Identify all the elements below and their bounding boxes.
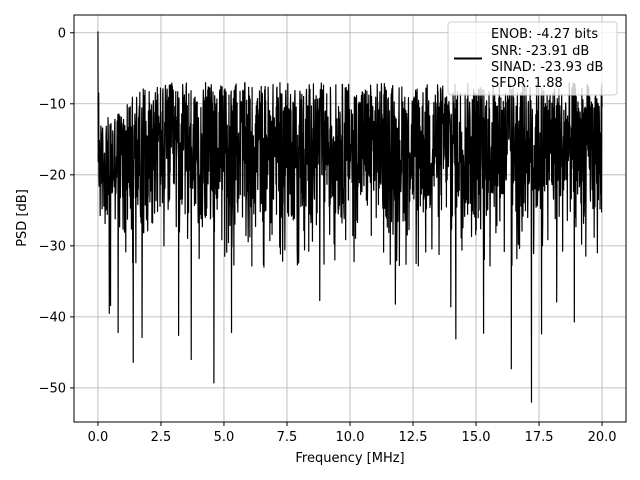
- y-tick-label: −30: [39, 239, 66, 254]
- y-axis-label: PSD [dB]: [15, 189, 30, 247]
- legend-box: [447, 21, 618, 96]
- x-tick-label: 17.5: [525, 430, 554, 445]
- y-tick-label: −50: [39, 381, 66, 396]
- x-ticks: 0.0 2.5 5.0 7.5 10.0 12.5 15.0 17.5 20.0: [88, 422, 617, 445]
- y-tick-label: −20: [39, 168, 66, 183]
- legend-line-snr: SNR: -23.91 dB: [491, 44, 589, 59]
- x-tick-label: 2.5: [151, 430, 172, 445]
- legend-line-sinad: SINAD: -23.93 dB: [491, 60, 603, 75]
- x-tick-label: 5.0: [214, 430, 235, 445]
- x-axis-label: Frequency [MHz]: [295, 451, 404, 466]
- legend: ENOB: -4.27 bits SNR: -23.91 dB SINAD: -…: [447, 21, 618, 96]
- legend-line-enob: ENOB: -4.27 bits: [491, 27, 598, 42]
- x-tick-label: 10.0: [336, 430, 365, 445]
- x-tick-label: 7.5: [277, 430, 298, 445]
- psd-series-line: [97, 31, 603, 403]
- legend-line-sfdr: SFDR: 1.88: [491, 76, 563, 91]
- x-tick-label: 12.5: [399, 430, 428, 445]
- x-tick-label: 0.0: [88, 430, 109, 445]
- x-tick-label: 20.0: [588, 430, 617, 445]
- y-ticks: 0 −10 −20 −30 −40 −50: [39, 26, 74, 396]
- y-tick-label: 0: [58, 26, 66, 41]
- x-tick-label: 15.0: [462, 430, 491, 445]
- y-tick-label: −10: [39, 97, 66, 112]
- y-tick-label: −40: [39, 310, 66, 325]
- series-layer: [97, 31, 603, 403]
